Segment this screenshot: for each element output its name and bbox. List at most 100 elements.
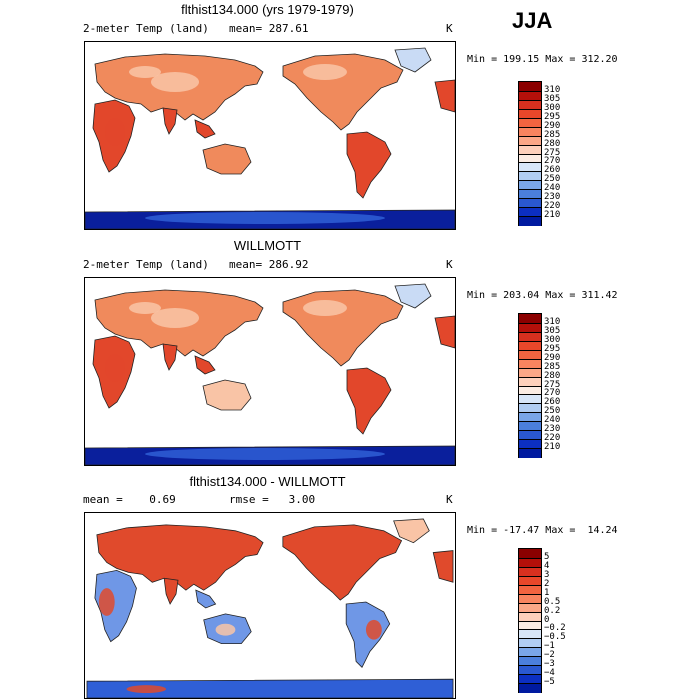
panel2-max-value: 311.42: [581, 290, 618, 301]
colorbar-tick-label: 290: [544, 352, 561, 363]
panel3-map: [84, 512, 456, 699]
colorbar-tick-label: 300: [544, 102, 561, 113]
season-label: JJA: [512, 8, 553, 33]
panel1-minmax: Min = 199.15 Max = 312.20: [467, 54, 618, 65]
panel2-colorbar: [518, 313, 542, 458]
colorbar-tick-label: 285: [544, 129, 561, 140]
india-landmass: [162, 343, 178, 371]
colorbar-tick-label: −4: [544, 668, 555, 679]
colorbar-tick-label: −3: [544, 659, 555, 670]
colorbar-swatch: [519, 575, 541, 586]
colorbar-tick-label: 275: [544, 147, 561, 158]
colorbar-swatch: [519, 566, 541, 577]
colorbar-tick-label: 310: [544, 316, 561, 327]
colorbar-swatch: [519, 216, 541, 226]
africa-landmass: [94, 569, 137, 643]
panel1-map-svg: [85, 47, 455, 229]
colorbar-tick-label: 275: [544, 379, 561, 390]
warm-anomaly-patch: [126, 685, 167, 694]
panel3-title: flthist134.000 - WILLMOTT: [189, 474, 346, 489]
australia-landmass: [202, 143, 252, 175]
colorbar-swatch: [519, 394, 541, 405]
panel3-mean-value: 0.69: [149, 493, 176, 506]
hot-region-patch: [105, 354, 125, 382]
southeast-asia-landmass: [195, 589, 217, 609]
colorbar-tick-label: 250: [544, 174, 561, 185]
panel3-units: K: [446, 493, 453, 506]
warm-anomaly-patch: [215, 623, 236, 636]
colorbar-tick-label: 290: [544, 120, 561, 131]
colorbar-tick-label: 270: [544, 156, 561, 167]
panel1-colorbar: [518, 81, 542, 226]
colorbar-tick-label: 240: [544, 415, 561, 426]
panel2-minmax: Min = 203.04 Max = 311.42: [467, 290, 618, 301]
antarctic-coast-patch: [145, 212, 385, 224]
colorbar-tick-label: 240: [544, 183, 561, 194]
cool-highland-patch: [151, 308, 199, 328]
panel2-mean-label: mean= 286.92: [229, 258, 309, 271]
colorbar-swatch: [519, 376, 541, 387]
hot-region-patch: [105, 118, 125, 146]
panel3-rmse-value: 3.00: [288, 493, 316, 506]
colorbar-swatch: [519, 683, 541, 693]
colorbar-swatch: [519, 90, 541, 101]
cool-highland-patch: [303, 300, 347, 316]
colorbar-swatch: [519, 198, 541, 209]
cool-highland-patch: [151, 72, 199, 92]
colorbar-swatch: [519, 340, 541, 351]
colorbar-tick-label: −0.5: [544, 632, 566, 643]
colorbar-tick-label: 220: [544, 433, 561, 444]
colorbar-swatch: [519, 117, 541, 128]
colorbar-tick-label: 310: [544, 84, 561, 95]
colorbar-swatch: [519, 557, 541, 568]
panel1-variable-label: 2-meter Temp (land): [83, 22, 209, 35]
panel1-mean-label: mean= 287.61: [229, 22, 309, 35]
colorbar-tick-label: 250: [544, 406, 561, 417]
colorbar-swatch: [519, 439, 541, 450]
panel1-map: [84, 41, 456, 230]
colorbar-swatch: [519, 358, 541, 369]
colorbar-tick-label: 305: [544, 325, 561, 336]
colorbar-swatch: [519, 135, 541, 146]
western-europe-landmass: [434, 79, 455, 113]
antarctica-landmass: [86, 678, 454, 698]
colorbar-tick-label: 280: [544, 370, 561, 381]
southeast-asia-landmass: [194, 355, 216, 375]
panel3-minmax: Min = -17.47 Max = 14.24: [467, 525, 618, 536]
colorbar-swatch: [519, 448, 541, 458]
colorbar-tick-label: 295: [544, 343, 561, 354]
colorbar-swatch: [519, 620, 541, 631]
colorbar-tick-label: 280: [544, 138, 561, 149]
colorbar-tick-label: −5: [544, 677, 555, 688]
colorbar-swatch: [519, 403, 541, 414]
colorbar-swatch: [519, 108, 541, 119]
panel2-map-svg: [85, 283, 455, 465]
panel1-units: K: [446, 22, 453, 35]
india-landmass: [163, 577, 179, 605]
colorbar-swatch: [519, 647, 541, 658]
panel2-units: K: [446, 258, 453, 271]
colorbar-tick-label: 305: [544, 93, 561, 104]
australia-landmass: [202, 379, 252, 411]
colorbar-swatch: [519, 331, 541, 342]
colorbar-tick-label: 260: [544, 397, 561, 408]
warm-anomaly-patch: [98, 588, 115, 616]
panel2-variable-label: 2-meter Temp (land): [83, 258, 209, 271]
colorbar-swatch: [519, 385, 541, 396]
colorbar-tick-label: 3: [544, 569, 550, 580]
antarctic-coast-patch: [145, 448, 385, 460]
colorbar-swatch: [519, 162, 541, 173]
colorbar-swatch: [519, 82, 541, 92]
colorbar-tick-label: 210: [544, 442, 561, 453]
cool-highland-patch: [129, 66, 161, 78]
panel3-mean-stat: mean = 0.69: [83, 493, 176, 506]
colorbar-swatch: [519, 412, 541, 423]
colorbar-swatch: [519, 629, 541, 640]
colorbar-swatch: [519, 674, 541, 685]
colorbar-swatch: [519, 593, 541, 604]
colorbar-tick-label: 4: [544, 560, 550, 571]
greenland-landmass: [394, 283, 432, 309]
colorbar-swatch: [519, 349, 541, 360]
india-landmass: [162, 107, 178, 135]
colorbar-swatch: [519, 189, 541, 200]
